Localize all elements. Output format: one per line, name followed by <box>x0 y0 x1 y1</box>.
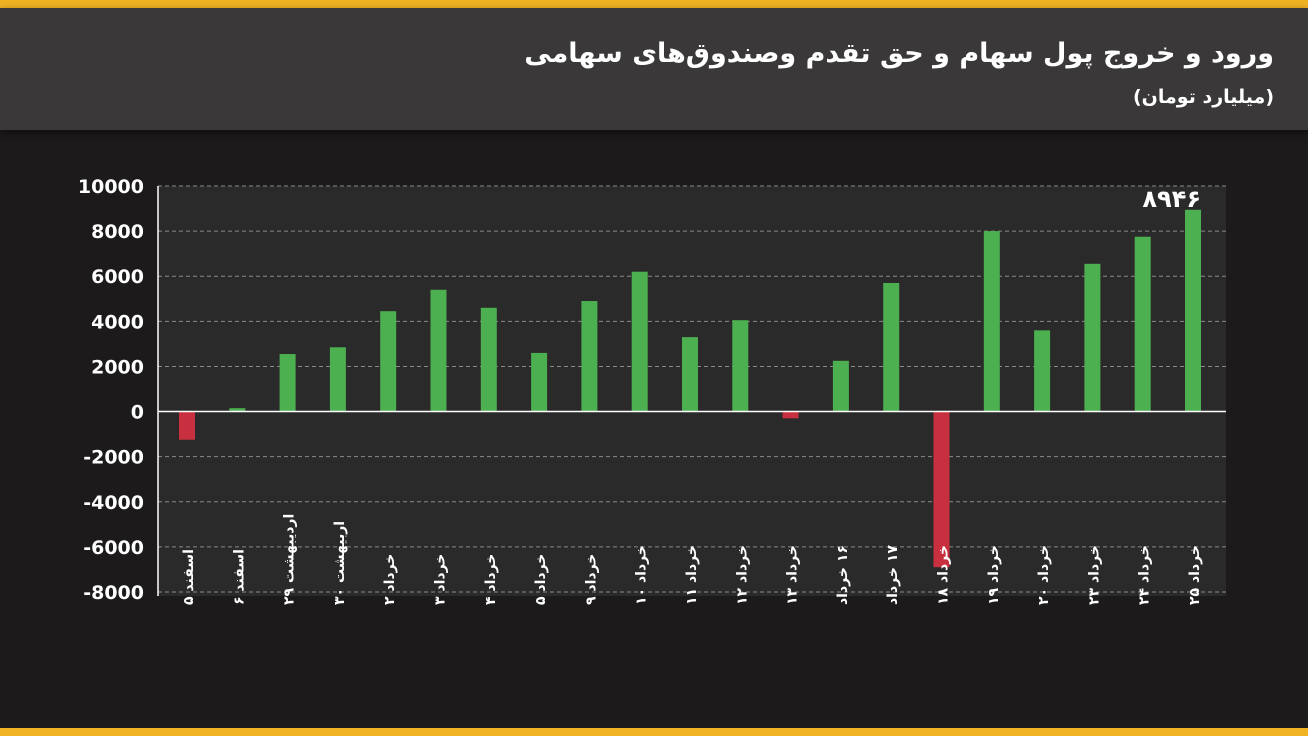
y-tick-label: 10000 <box>78 176 144 198</box>
bar <box>883 282 900 412</box>
x-tick-label: خرداد ۲۳ <box>1086 545 1102 605</box>
x-tick-label: خرداد ۱۹ <box>986 545 1002 605</box>
bars <box>179 209 1201 568</box>
bar <box>832 360 849 412</box>
bar <box>229 408 246 412</box>
y-tick-label: -6000 <box>83 537 144 559</box>
bar <box>1185 209 1201 412</box>
bar <box>531 352 548 412</box>
bar <box>732 320 749 412</box>
x-tick-label: اسفند ۵ <box>181 549 197 605</box>
x-tick-label: اردیبهشت ۲۹ <box>282 514 298 605</box>
bar <box>933 411 950 568</box>
x-tick-label: خرداد ۱۸ <box>936 545 952 605</box>
bar <box>1034 330 1051 412</box>
x-tick-label: اسفند ۶ <box>231 549 247 605</box>
chart-title: ورود و خروج پول سهام و حق تقدم وصندوق‌ها… <box>524 38 1274 69</box>
x-tick-label: خرداد ۲ <box>382 554 398 605</box>
bar <box>430 289 447 412</box>
bar <box>1084 263 1101 412</box>
y-tick-label: 0 <box>131 402 144 424</box>
axes: 10000 8000 6000 4000 2000 0 -2000 -4000 -6000 -80… <box>78 176 1226 604</box>
x-tick-label: خرداد ۳ <box>433 554 449 605</box>
labels: اسفند ۵ اسفند ۶ اردیبهشت ۲۹ اربیهشت ۳۰ خرداد… <box>181 185 1203 605</box>
y-tick-label: 6000 <box>91 266 144 288</box>
bar <box>179 411 195 440</box>
x-tick-label: ۱۶ خرداد <box>835 545 851 605</box>
bar <box>682 337 698 412</box>
bar <box>329 347 346 412</box>
y-tick-label: 8000 <box>91 221 144 243</box>
bar <box>631 271 648 412</box>
bar <box>983 231 1000 412</box>
x-tick-label: خرداد ۲۵ <box>1187 545 1203 605</box>
x-tick-label: اربیهشت ۳۰ <box>332 521 348 605</box>
x-tick-label: خرداد ۵ <box>533 554 549 605</box>
x-tick-label: خرداد ۱۱ <box>684 545 700 605</box>
bar <box>782 411 799 419</box>
chart-header: ورود و خروج پول سهام و حق تقدم وصندوق‌ها… <box>0 8 1308 130</box>
y-tick-label: -8000 <box>83 582 144 604</box>
y-tick-label: 2000 <box>91 356 144 378</box>
x-tick-label: ۱۷ خرداد <box>885 545 901 605</box>
bottom-accent-stripe <box>0 728 1308 736</box>
x-tick-label: خرداد ۹ <box>583 554 599 605</box>
data-label: ۸۹۴۶ <box>1142 185 1201 213</box>
x-tick-label: خرداد ۱۲ <box>734 545 750 605</box>
gridlines <box>158 185 1226 593</box>
y-tick-label: -2000 <box>83 447 144 469</box>
bar <box>581 301 598 412</box>
y-tick-label: -4000 <box>83 492 144 514</box>
top-accent-stripe <box>0 0 1308 8</box>
bar <box>480 307 497 412</box>
y-tick-label: 4000 <box>91 311 144 333</box>
bar <box>1134 236 1151 412</box>
x-tick-label: خرداد ۱۰ <box>634 545 650 605</box>
x-tick-label: خرداد ۴ <box>483 554 499 605</box>
x-tick-label: خرداد ۱۳ <box>785 545 801 605</box>
chart-subtitle: (میلیارد تومان) <box>1133 86 1274 108</box>
x-tick-label: خرداد ۲۴ <box>1137 545 1153 605</box>
x-tick-label: خرداد ۲۰ <box>1036 545 1052 605</box>
bar <box>279 354 296 412</box>
bar <box>380 311 397 412</box>
